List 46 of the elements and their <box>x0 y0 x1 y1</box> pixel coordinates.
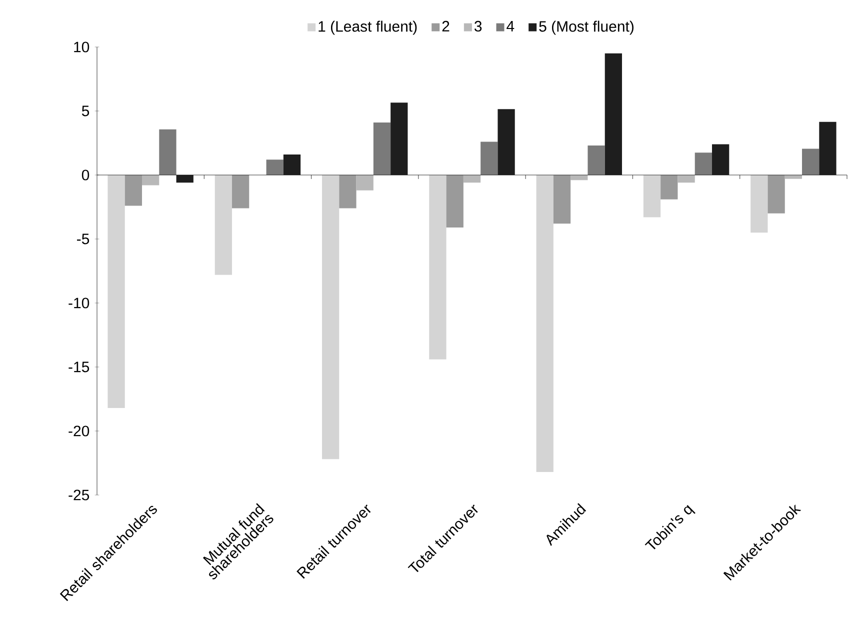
bar <box>750 175 768 233</box>
bar <box>553 175 571 224</box>
y-tick-label: -25 <box>68 490 90 500</box>
legend-label: 2 <box>442 20 450 32</box>
bar <box>390 102 408 175</box>
y-tick-label: 5 <box>82 106 90 116</box>
bar <box>232 175 250 208</box>
bar <box>784 175 802 179</box>
bar <box>339 175 356 208</box>
bar <box>446 175 464 228</box>
bar <box>108 175 125 408</box>
legend-label: 3 <box>474 20 482 32</box>
bar <box>373 122 391 175</box>
bar <box>819 122 836 175</box>
bar <box>588 146 605 175</box>
legend-label: 4 <box>506 21 514 32</box>
bar <box>678 175 695 183</box>
bar <box>142 175 160 186</box>
bar <box>604 53 622 175</box>
bar <box>124 175 142 206</box>
bar <box>536 175 554 472</box>
bar <box>643 175 661 218</box>
bar <box>480 142 498 175</box>
bar <box>214 175 232 275</box>
bar <box>498 109 515 175</box>
bar <box>712 144 730 175</box>
bar <box>802 148 820 175</box>
bar <box>768 175 785 214</box>
bar <box>176 175 194 183</box>
y-tick-label: -10 <box>68 298 90 308</box>
y-tick-label: -5 <box>77 234 90 244</box>
bar <box>463 175 481 183</box>
bar <box>322 175 340 460</box>
bar <box>356 175 374 190</box>
bar <box>283 154 301 175</box>
y-tick-label: 10 <box>74 42 90 52</box>
legend-label: 1 (Least fluent) <box>318 20 417 35</box>
y-tick-label: 0 <box>82 170 90 180</box>
bar <box>266 160 284 175</box>
bar <box>429 175 446 360</box>
y-tick-label: -15 <box>68 362 90 372</box>
bar <box>660 175 678 200</box>
y-tick-label: -20 <box>68 426 90 436</box>
legend-label: 5 (Most fluent) <box>539 20 634 35</box>
bar <box>694 152 712 175</box>
bar <box>159 129 176 175</box>
